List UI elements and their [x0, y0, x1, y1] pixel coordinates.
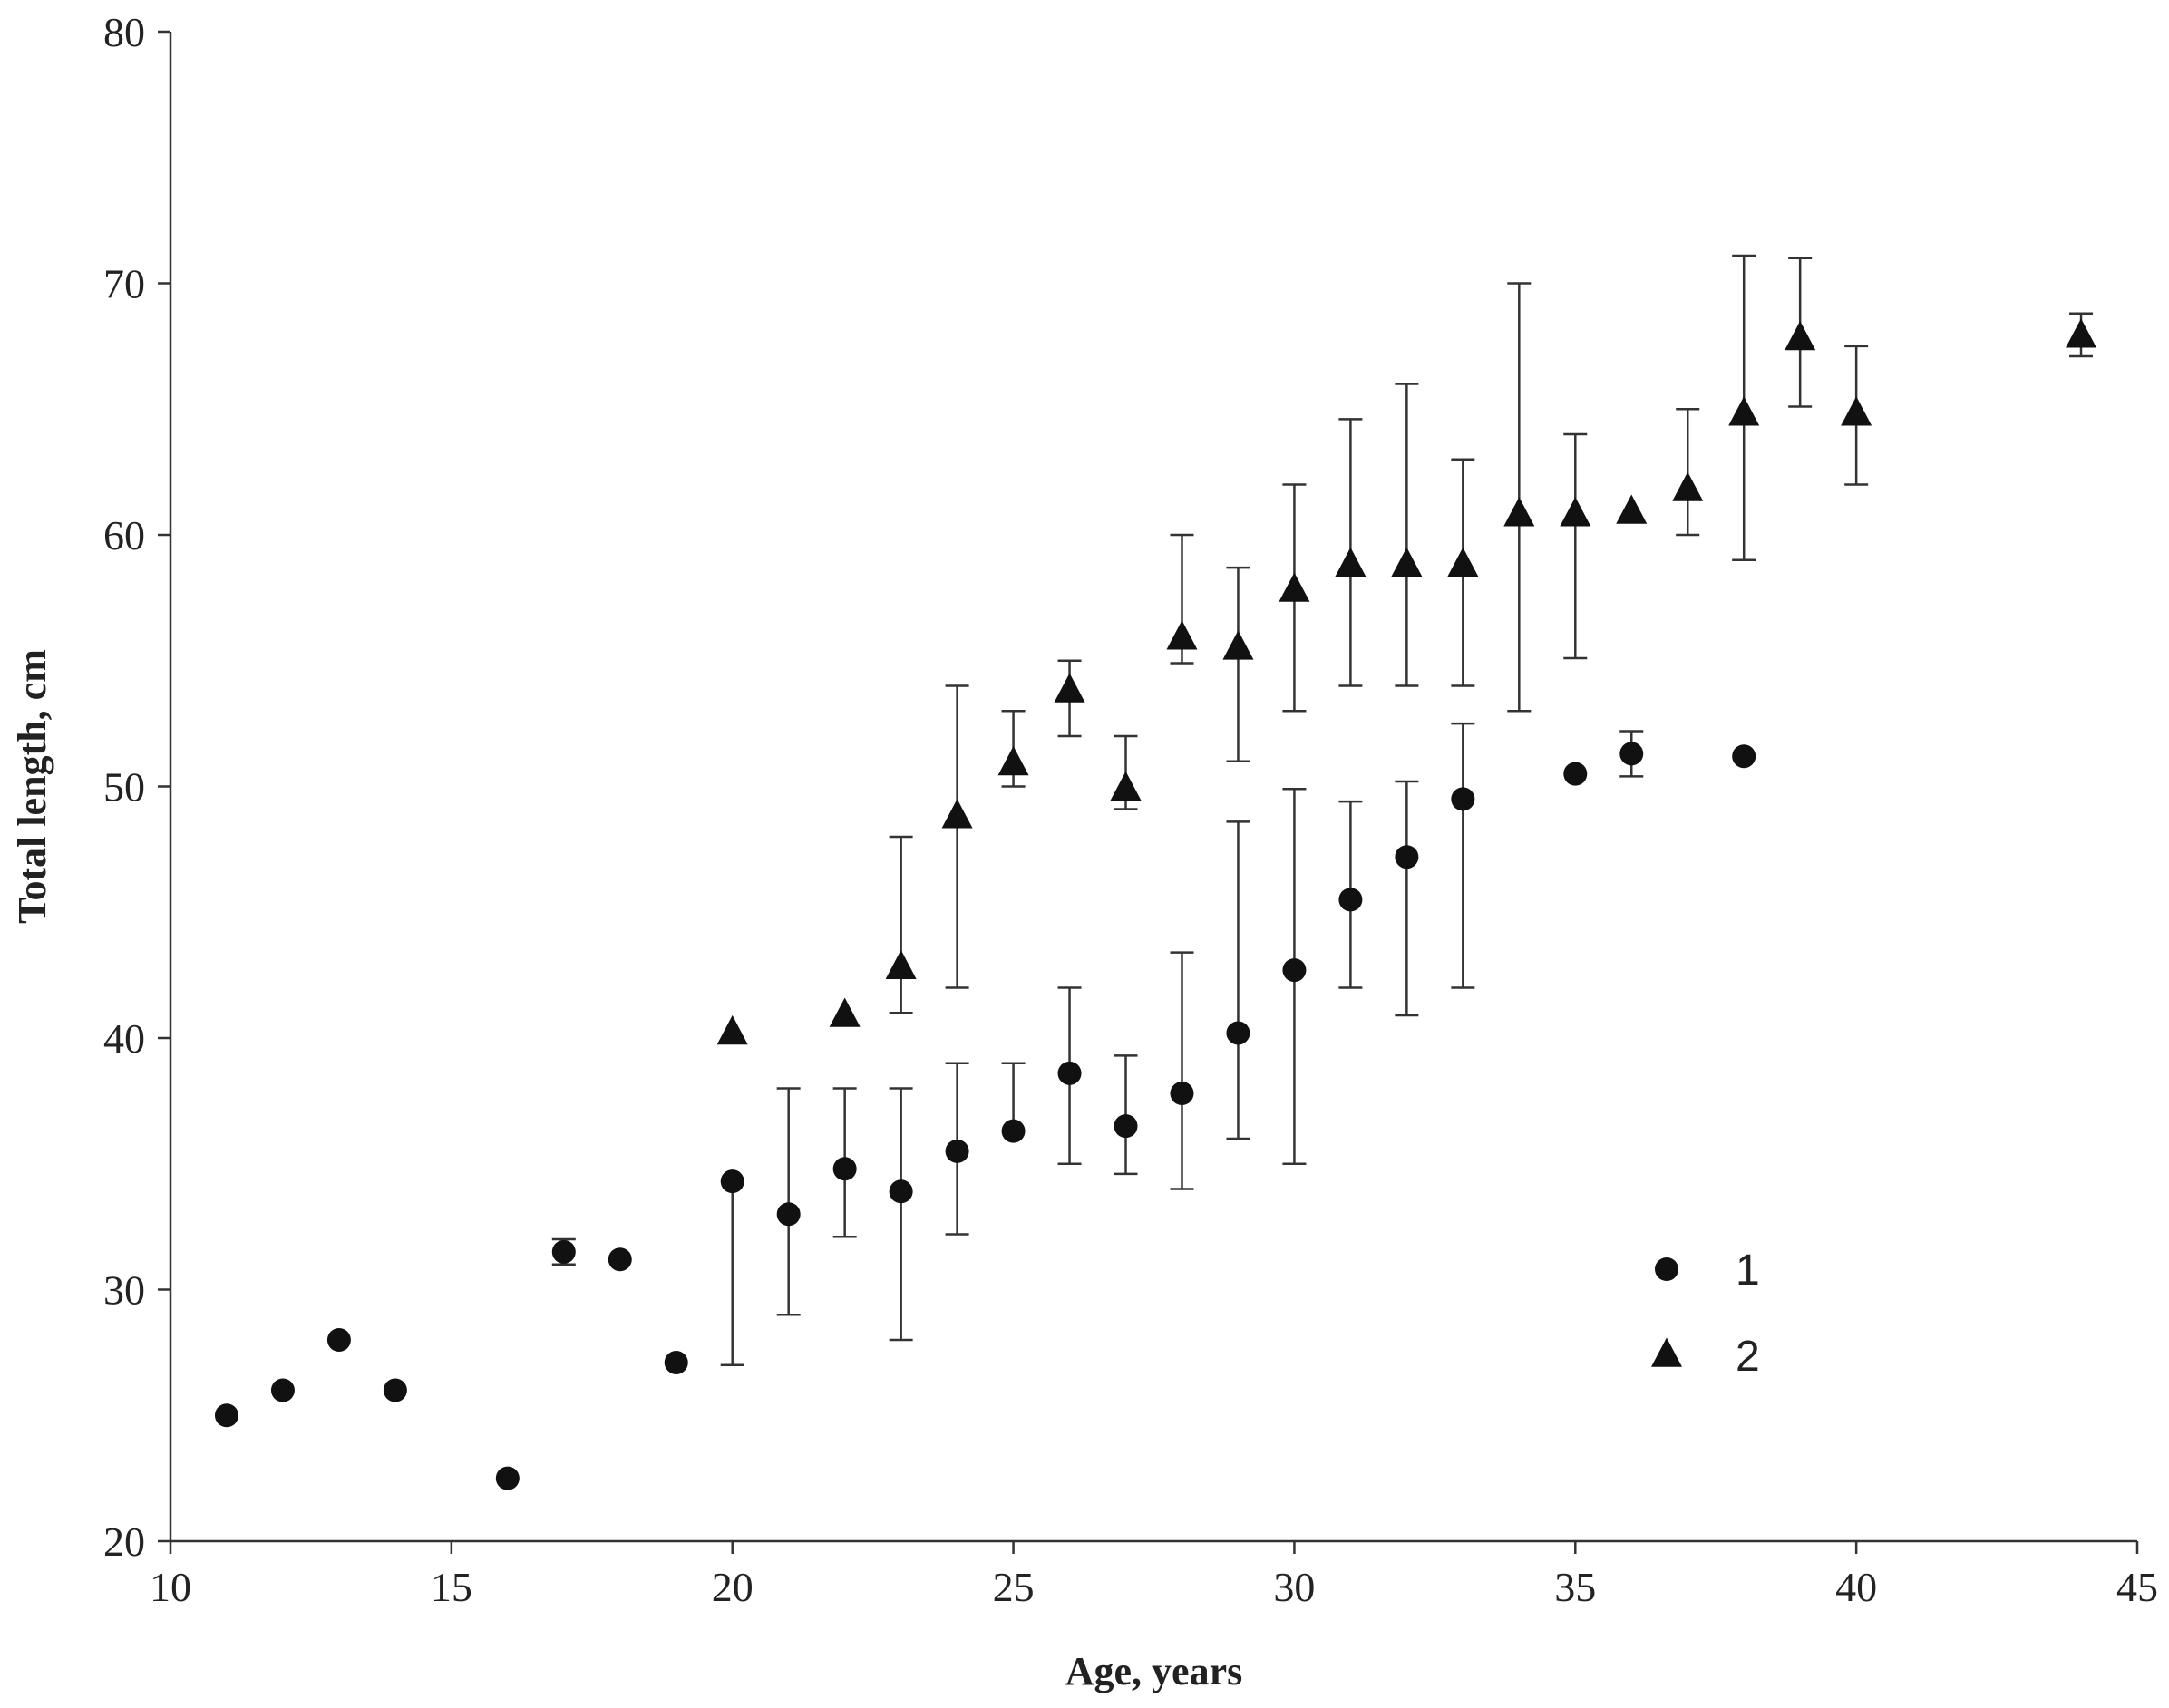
- x-tick-label: 25: [993, 1564, 1035, 1610]
- y-axis-title: Total length, cm: [10, 649, 54, 924]
- x-axis-ticks: 10 15 20 25 30 35 40 45: [150, 1541, 2158, 1610]
- data-point-series-1-circle: [776, 1202, 801, 1227]
- data-point-series-1-circle: [608, 1247, 632, 1272]
- axes: 10 15 20 25 30 35 40 45 20 30 40 50 60 70 80: [103, 9, 2158, 1610]
- data-point-series-2-triangle: [941, 799, 973, 829]
- data-point-series-2-triangle: [1110, 771, 1142, 801]
- data-point-series-1-circle: [1001, 1119, 1026, 1143]
- y-tick-label: 80: [103, 9, 145, 55]
- y-axis-ticks: 20 30 40 50 60 70 80: [103, 9, 170, 1565]
- data-point-series-1-circle: [832, 1157, 857, 1181]
- y-tick-label: 40: [103, 1015, 145, 1062]
- data-point-series-2-triangle: [1785, 321, 1816, 351]
- data-point-series-1-circle: [1732, 744, 1756, 769]
- data-point-series-1-circle: [326, 1328, 351, 1352]
- x-tick-label: 10: [150, 1564, 191, 1610]
- data-point-series-1-circle: [720, 1169, 744, 1194]
- data-point-series-1-circle: [1114, 1114, 1138, 1139]
- y-tick-label: 20: [103, 1519, 145, 1565]
- data-point-series-2-triangle: [1841, 396, 1872, 426]
- legend-label-1: 1: [1736, 1247, 1760, 1295]
- data-point-series-1-circle: [214, 1403, 238, 1428]
- data-point-series-2-triangle: [1728, 396, 1760, 426]
- data-point-series-1-circle: [1057, 1061, 1082, 1085]
- data-point-series-1-circle: [664, 1350, 688, 1374]
- data-point-series-2-triangle: [997, 745, 1029, 776]
- data-point-series-1-circle: [1170, 1082, 1194, 1106]
- y-tick-label: 70: [103, 261, 145, 307]
- data-point-series-2-triangle: [1560, 497, 1591, 527]
- x-tick-label: 20: [712, 1564, 754, 1610]
- data-point-series-2-triangle: [1222, 630, 1254, 660]
- data-point-series-1-circle: [1282, 958, 1307, 983]
- x-tick-label: 45: [2116, 1564, 2158, 1610]
- y-tick-label: 60: [103, 512, 145, 558]
- x-tick-label: 40: [1835, 1564, 1877, 1610]
- data-point-series-2-triangle: [1672, 471, 1704, 501]
- data-point-series-2-triangle: [1616, 494, 1648, 524]
- x-tick-label: 35: [1554, 1564, 1596, 1610]
- x-tick-label: 30: [1273, 1564, 1315, 1610]
- error-bars: [551, 254, 2094, 1366]
- data-point-series-2-triangle: [1335, 547, 1367, 577]
- x-axis-title: Age, years: [1065, 1649, 1243, 1693]
- data-point-series-1-circle: [383, 1378, 407, 1402]
- data-point-series-1-circle: [1619, 742, 1644, 766]
- data-point-series-1-circle: [1226, 1021, 1250, 1045]
- legend-marker-2: [1651, 1337, 1682, 1367]
- legend: 12: [1651, 1247, 1760, 1381]
- data-point-series-2-triangle: [885, 949, 917, 980]
- x-tick-label: 15: [431, 1564, 472, 1610]
- data-point-series-1-circle: [495, 1466, 520, 1490]
- data-point-series-2-triangle: [1391, 547, 1423, 577]
- y-tick-label: 30: [103, 1267, 145, 1314]
- data-point-series-2-triangle: [1166, 620, 1198, 650]
- legend-label-2: 2: [1736, 1333, 1760, 1381]
- legend-marker-1: [1655, 1257, 1678, 1281]
- data-point-series-2-triangle: [1279, 572, 1310, 602]
- data-point-series-2-triangle: [1054, 673, 1085, 703]
- plot-area: [214, 254, 2097, 1490]
- data-point-series-1-circle: [889, 1179, 913, 1204]
- data-point-series-1-circle: [270, 1378, 295, 1402]
- y-tick-label: 50: [103, 764, 145, 810]
- data-point-series-1-circle: [1451, 787, 1475, 811]
- data-point-series-1-circle: [1338, 888, 1363, 912]
- data-point-series-1-circle: [1395, 845, 1419, 869]
- data-point-series-2-triangle: [2066, 318, 2097, 348]
- data-point-series-2-triangle: [1447, 547, 1479, 577]
- data-point-series-1-circle: [945, 1139, 969, 1163]
- data-point-series-2-triangle: [829, 997, 861, 1027]
- data-point-series-2-triangle: [1503, 497, 1535, 527]
- data-point-series-1-circle: [551, 1239, 576, 1264]
- data-point-series-1-circle: [1563, 762, 1588, 786]
- data-markers: [214, 318, 2097, 1490]
- data-point-series-2-triangle: [716, 1014, 748, 1045]
